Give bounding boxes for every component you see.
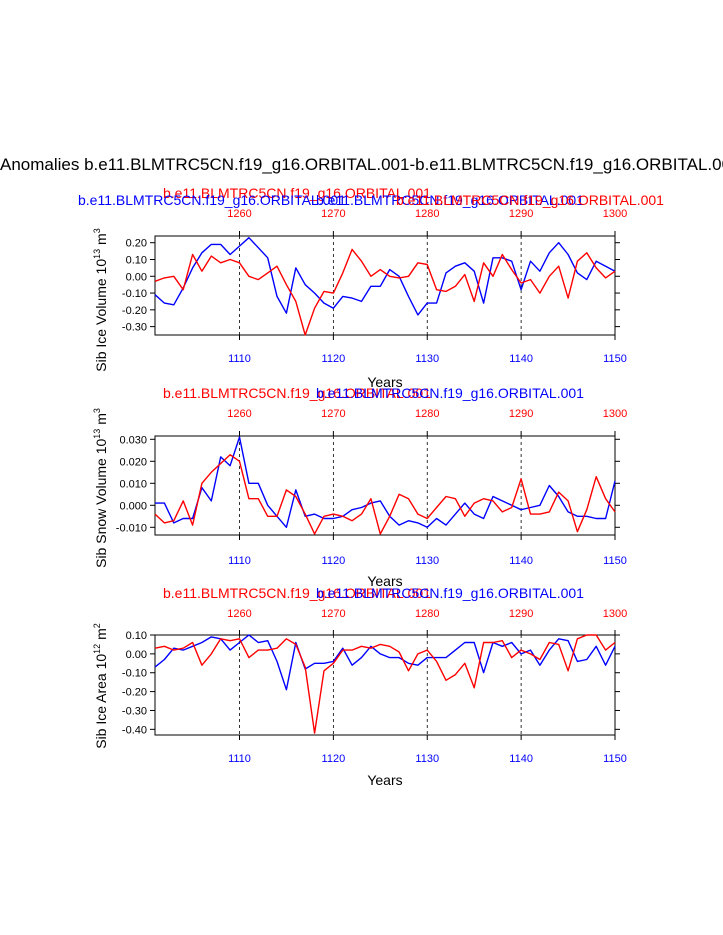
y-axis-label-ylabel-unit: m (93, 233, 109, 249)
x-tick-label-bottom: 1130 (415, 353, 439, 365)
y-axis-label-ylabel-exp: 13 (92, 429, 102, 439)
series-line-red (154, 454, 616, 535)
x-tick-label-top: 1290 (509, 608, 533, 620)
subtitle-case1: b.e11.BLMTRC5CN.f19_g16.ORBITAL.001 (316, 585, 584, 601)
x-axis-label: Years (367, 374, 402, 390)
x-tick-label-top: 1280 (415, 608, 439, 620)
series-line-blue (154, 236, 616, 316)
y-axis-label-ylabel-exp: 12 (92, 644, 102, 654)
x-tick-label-bottom: 1150 (603, 753, 627, 765)
y-axis-label-ylabel-unit-exp: 3 (92, 408, 102, 413)
series-line-red (154, 634, 616, 734)
panel1-extra-blue-title: b.e11.BLMTRC5CN.f19_g16.ORBITAL.001 (78, 192, 346, 208)
y-tick-label: -0.40 (122, 724, 147, 736)
y-tick-label: 0.030 (119, 434, 147, 446)
y-tick-label: -0.30 (122, 705, 147, 717)
y-tick-label: -0.20 (122, 305, 147, 317)
subtitle-case2: b.e11.BLMTRC5CN.f19_g16.ORBITAL.001 (163, 385, 431, 401)
y-tick-label: 0.10 (126, 630, 147, 642)
y-tick-label: -0.10 (122, 288, 147, 300)
y-axis-label-ylabel: Sib Ice Volume 10 (93, 259, 109, 372)
x-tick-label-top: 1270 (321, 608, 345, 620)
y-axis-label-ylabel-unit-exp: 3 (92, 228, 102, 233)
x-tick-label-bottom: 1130 (415, 555, 439, 567)
y-axis-label-group: Sib Snow Volume 1013 m3 (92, 408, 109, 568)
plot-frame (154, 235, 616, 336)
plot-frame (154, 634, 616, 736)
y-axis-label-ylabel-unit: m (93, 628, 109, 644)
x-tick-label-bottom: 1110 (228, 353, 251, 365)
x-tick-label-top: 1270 (321, 208, 345, 220)
x-tick-label-bottom: 1120 (322, 353, 346, 365)
series-line-red (154, 248, 616, 336)
y-tick-label: 0.00 (126, 271, 147, 283)
series-line-blue (154, 634, 616, 691)
x-tick-label-bottom: 1110 (228, 555, 251, 567)
subtitle-case1: b.e11.BLMTRC5CN.f19_g16.ORBITAL.001 (316, 385, 584, 401)
x-tick-label-bottom: 1130 (415, 753, 439, 765)
y-axis-label: Sib Ice Volume 1013 m3 (92, 228, 109, 371)
plot-frame (154, 435, 616, 536)
x-tick-label-top: 1290 (509, 208, 533, 220)
y-axis-label-ylabel-unit-exp: 2 (92, 623, 102, 628)
y-tick-label: 0.020 (119, 456, 147, 468)
y-tick-label: -0.10 (122, 668, 147, 680)
x-tick-label-top: 1280 (415, 208, 439, 220)
y-axis-label-ylabel: Sib Snow Volume 10 (93, 438, 109, 567)
y-axis-label-ylabel-unit: m (93, 413, 109, 429)
figure-title: Anomalies b.e11.BLMTRC5CN.f19_g16.ORBITA… (0, 155, 723, 179)
x-tick-label-top: 1260 (227, 408, 251, 420)
y-tick-label: -0.20 (122, 687, 147, 699)
subtitle-case1: b.e11.BLMTRC5CN.f19_g16.ORBITAL.001 (316, 192, 584, 208)
x-axis-label: Years (367, 772, 402, 788)
y-axis-label-group: Sib Ice Area 1012 m2 (92, 623, 109, 749)
x-tick-label-top: 1290 (509, 408, 533, 420)
x-tick-label-bottom: 1140 (509, 353, 533, 365)
subtitle-case2: b.e11.BLMTRC5CN.f19_g16.ORBITAL.001 (163, 585, 431, 601)
x-tick-label-top: 1280 (415, 408, 439, 420)
chart-panel-2: 0.030 0.020 0.010 0.000 -0.010 1110 1120 1130 11… (92, 385, 627, 589)
x-tick-label-bottom: 1140 (509, 555, 533, 567)
y-tick-label: 0.010 (119, 478, 147, 490)
y-tick-label: 0.10 (126, 254, 147, 266)
x-tick-label-bottom: 1120 (322, 555, 346, 567)
y-axis-label: Sib Ice Area 1012 m2 (92, 623, 109, 749)
x-tick-label-bottom: 1110 (228, 753, 251, 765)
x-tick-label-bottom: 1140 (509, 753, 533, 765)
y-tick-label: 0.20 (126, 238, 147, 250)
y-axis-label-ylabel-exp: 13 (92, 249, 102, 259)
panel1-extra-red-title: b.e11.BLMTRC5CN.f19_g16.ORBITAL.001 (396, 192, 664, 208)
x-tick-label-top: 1300 (603, 408, 627, 420)
y-axis-label-group: Sib Ice Volume 1013 m3 (92, 228, 109, 371)
series-line-blue (155, 436, 616, 528)
y-tick-label: 0.000 (119, 500, 147, 512)
chart-panel-1: 0.20 0.10 0.00 -0.10 -0.20 -0.30 1110 1120 1130 1… (92, 185, 627, 390)
chart-panel-3: 0.10 0.00 -0.10 -0.20 -0.30 -0.40 1110 1120 1130… (92, 585, 627, 788)
x-tick-label-top: 1300 (603, 208, 627, 220)
x-tick-label-top: 1260 (227, 608, 251, 620)
x-axis-label: Years (367, 573, 402, 589)
x-tick-label-bottom: 1150 (603, 353, 627, 365)
x-tick-label-bottom: 1120 (322, 753, 346, 765)
x-tick-label-top: 1260 (227, 208, 251, 220)
y-axis-label-ylabel: Sib Ice Area 10 (93, 654, 109, 749)
figure-title-text: Anomalies b.e11.BLMTRC5CN.f19_g16.ORBITA… (0, 155, 723, 174)
subtitle-case2: b.e11.BLMTRC5CN.f19_g16.ORBITAL.001 (163, 185, 431, 201)
x-tick-label-top: 1300 (603, 608, 627, 620)
y-tick-label: -0.30 (122, 322, 147, 334)
x-tick-label-top: 1270 (321, 408, 345, 420)
x-tick-label-bottom: 1150 (603, 555, 627, 567)
y-tick-label: 0.00 (126, 649, 147, 661)
y-axis-label: Sib Snow Volume 1013 m3 (92, 408, 109, 568)
y-tick-label: -0.010 (116, 522, 147, 534)
